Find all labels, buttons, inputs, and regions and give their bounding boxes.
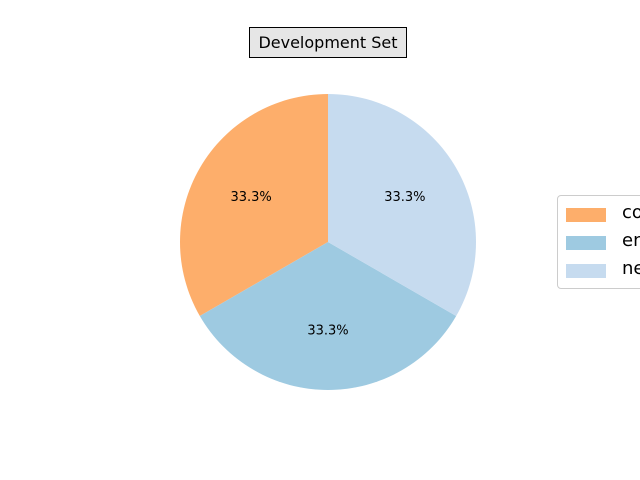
pie-slice-co bbox=[180, 94, 328, 316]
pie-slice-label-ne: 33.3% bbox=[384, 190, 425, 205]
legend-label-3: ne bbox=[622, 258, 640, 279]
legend-label-1: co bbox=[622, 202, 640, 223]
chart-title-text: Development Set bbox=[258, 33, 398, 52]
legend-label-2: en bbox=[622, 230, 640, 251]
legend-item-2: en bbox=[566, 230, 640, 254]
legend-item-1: co bbox=[566, 202, 640, 226]
pie-slice-label-en: 33.3% bbox=[307, 323, 348, 338]
legend-swatch-1 bbox=[566, 208, 606, 222]
legend-swatch-2 bbox=[566, 236, 606, 250]
legend-item-3: ne bbox=[566, 258, 640, 282]
pie-slice-ne bbox=[328, 94, 476, 316]
legend: co en ne bbox=[557, 195, 640, 289]
chart-title: Development Set bbox=[249, 27, 407, 58]
pie-slice-label-co: 33.3% bbox=[230, 190, 271, 205]
legend-swatch-3 bbox=[566, 264, 606, 278]
